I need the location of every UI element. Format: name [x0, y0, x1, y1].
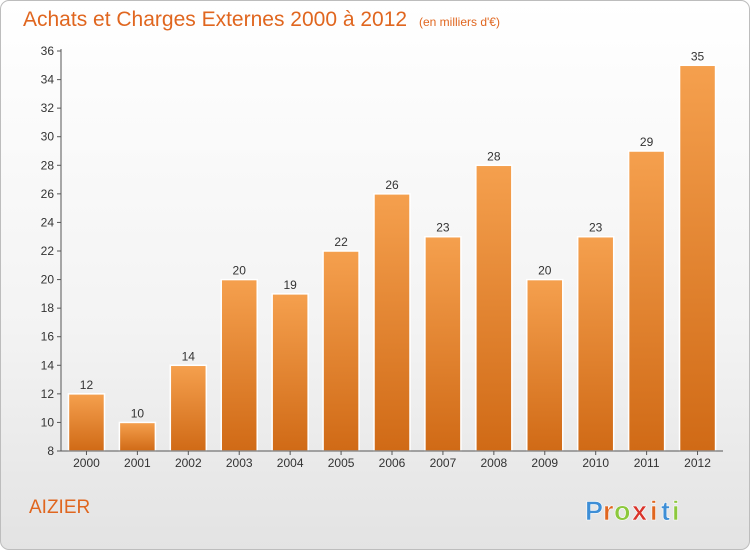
bar-2005	[322, 250, 360, 452]
x-tick-label: 2012	[684, 456, 711, 470]
y-tick-label: 24	[41, 215, 55, 229]
x-tick-label: 2011	[634, 456, 660, 470]
x-tick-label: 2003	[226, 456, 253, 470]
bar-2001	[118, 421, 157, 452]
bar-2006	[373, 193, 411, 452]
y-tick-label: 14	[41, 358, 55, 372]
data-label: 35	[691, 49, 705, 63]
x-tick-label: 2008	[480, 456, 507, 470]
logo-letter: P	[585, 496, 603, 526]
bar-2000	[67, 393, 106, 452]
y-tick-label: 26	[41, 187, 55, 201]
logo-letter: i	[672, 496, 680, 526]
x-tick-label: 2009	[531, 456, 558, 470]
bar-2012	[678, 64, 717, 452]
data-label: 22	[334, 235, 348, 249]
y-tick-label: 12	[41, 387, 55, 401]
y-tick-label: 18	[41, 301, 55, 315]
commune-name: AIZIER	[29, 497, 91, 518]
logo-letter: i	[650, 496, 658, 526]
bar-2003	[220, 278, 258, 452]
data-label: 10	[131, 406, 145, 420]
x-tick-label: 2001	[124, 456, 151, 470]
logo-letter: t	[661, 496, 670, 526]
data-label: 23	[436, 221, 450, 235]
chart-title: Achats et Charges Externes 2000 à 2012	[23, 8, 408, 31]
y-tick-label: 32	[41, 101, 55, 115]
bar-chart: 12 10 14 20 19 22 26 23 28 20 23 29 35 8 10 12 14 16 18 20…	[41, 44, 723, 470]
chart-subtitle: (en milliers d'€)	[419, 15, 500, 29]
data-label: 23	[589, 221, 603, 235]
bar-2004	[271, 293, 309, 452]
data-label: 19	[283, 278, 297, 292]
data-label: 26	[385, 178, 399, 192]
y-tick-label: 20	[41, 273, 55, 287]
y-tick-label: 34	[41, 73, 55, 87]
y-tick-label: 10	[41, 415, 55, 429]
x-tick-label: 2002	[175, 456, 202, 470]
x-tick-label: 2004	[277, 456, 304, 470]
bar-2011	[627, 150, 666, 452]
logo-letter: x	[632, 496, 647, 526]
x-tick-label: 2006	[379, 456, 406, 470]
bar-2008	[475, 164, 513, 452]
data-label: 28	[487, 149, 501, 163]
y-tick-label: 16	[41, 330, 55, 344]
y-tick-label: 22	[41, 244, 55, 258]
data-label: 20	[233, 264, 247, 278]
data-label: 20	[538, 264, 552, 278]
x-tick-label: 2007	[430, 456, 457, 470]
y-tick-label: 28	[41, 158, 55, 172]
data-label: 12	[80, 378, 94, 392]
y-tick-label: 8	[47, 444, 54, 458]
data-label: 14	[182, 349, 196, 363]
logo-letter: r	[603, 496, 614, 526]
x-tick-label: 2010	[582, 456, 609, 470]
y-tick-label: 30	[41, 130, 55, 144]
y-tick-label: 36	[41, 44, 55, 58]
data-label: 29	[640, 135, 654, 149]
x-tick-label: 2005	[328, 456, 355, 470]
bar-2002	[169, 364, 208, 452]
x-tick-label: 2000	[73, 456, 100, 470]
bar-2010	[576, 235, 615, 452]
bar-2007	[424, 235, 462, 452]
logo-letter: o	[614, 496, 631, 526]
bar-2009	[526, 278, 564, 452]
